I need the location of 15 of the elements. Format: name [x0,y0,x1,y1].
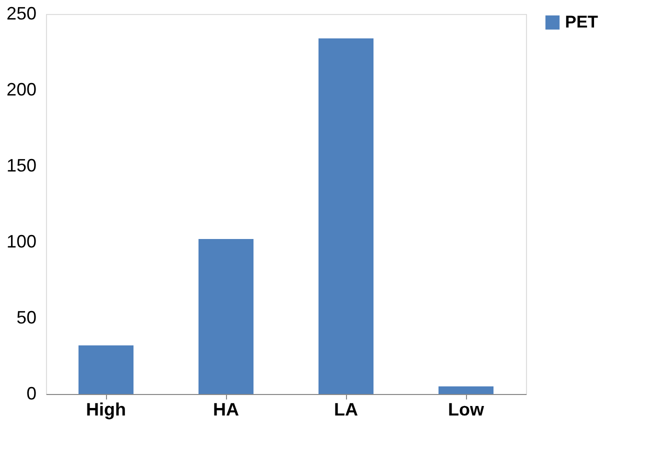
y-tick-label: 200 [6,80,36,100]
bar [78,345,134,394]
y-tick-label: 0 [26,384,36,404]
y-tick-label: 250 [6,4,36,24]
legend-label: PET [565,12,599,32]
bar [318,38,374,394]
x-tick-label: LA [334,400,358,420]
x-tick-label: High [86,400,126,420]
y-tick-label: 150 [6,156,36,176]
y-tick-label: 50 [16,308,36,328]
x-tick-label: Low [448,400,485,420]
y-tick-label: 100 [6,232,36,252]
bar [438,386,494,394]
bar [198,238,254,394]
x-tick-label: HA [213,400,239,420]
